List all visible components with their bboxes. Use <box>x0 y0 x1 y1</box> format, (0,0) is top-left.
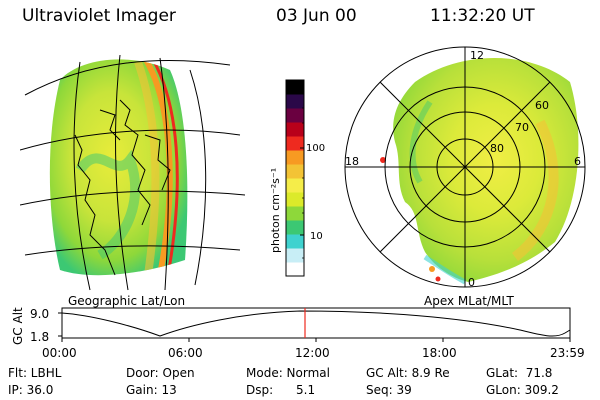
mlt-label-0: 0 <box>468 276 475 289</box>
timeline-xtick-0000: 00:00 <box>42 346 77 360</box>
time-label: 11:32:20 UT <box>430 6 535 26</box>
colorbar-tick-10: 10 <box>310 231 323 242</box>
colorbar-segment <box>286 234 304 249</box>
colorbar: 100 10 photon cm⁻²s⁻¹ <box>269 79 325 277</box>
info-ip: IP: 36.0 <box>8 383 54 397</box>
mlat-label-70: 70 <box>515 121 529 134</box>
colorbar-segment <box>286 94 304 109</box>
colorbar-segment <box>286 150 304 165</box>
mlt-label-12: 12 <box>470 49 484 62</box>
colorbar-segment <box>286 178 304 193</box>
geographic-image <box>20 54 246 291</box>
instrument-title: Ultraviolet Imager <box>22 6 176 26</box>
colorbar-segment <box>286 80 304 95</box>
geographic-caption: Geographic Lat/Lon <box>68 294 186 308</box>
colorbar-unit-label: photon cm⁻²s⁻¹ <box>269 168 282 253</box>
mlat-label-60: 60 <box>535 99 549 112</box>
colorbar-segment <box>286 164 304 179</box>
apex-caption: Apex MLat/MLT <box>424 294 514 308</box>
info-flt: Flt: LBHL <box>8 366 62 380</box>
colorbar-segment <box>286 248 304 263</box>
info-gain: Gain: 13 <box>126 383 177 397</box>
polar-image: 12 18 6 0 60 70 80 <box>344 46 586 289</box>
date-label: 03 Jun 00 <box>276 6 357 26</box>
info-glat: GLat: 71.8 <box>486 366 553 380</box>
colorbar-segment <box>286 108 304 123</box>
mlat-label-80: 80 <box>490 142 504 155</box>
info-glon: GLon: 309.2 <box>486 383 559 397</box>
mlt-label-6: 6 <box>574 155 581 168</box>
colorbar-segment <box>286 262 304 277</box>
info-mode: Mode: Normal <box>246 366 330 380</box>
colorbar-segment <box>286 206 304 221</box>
colorbar-tick-100: 100 <box>306 143 325 154</box>
colorbar-segment <box>286 136 304 151</box>
altitude-curve <box>61 310 571 337</box>
colorbar-segment <box>286 192 304 207</box>
timeline-plot: GC Alt 9.0 1.8 00:00 06:00 12:00 18:00 2… <box>11 307 585 360</box>
timeline-ytick-1-8: 1.8 <box>30 330 49 344</box>
polar-hotspot <box>435 276 441 282</box>
timeline-xtick-2359: 23:59 <box>550 346 585 360</box>
polar-aurora-blob <box>393 58 579 282</box>
mlt-label-18: 18 <box>345 155 359 168</box>
colorbar-segment <box>286 220 304 235</box>
timeline-xtick-1800: 18:00 <box>422 346 457 360</box>
colorbar-segment <box>286 122 304 137</box>
timeline-axis-title: GC Alt <box>11 307 25 345</box>
timeline-xtick-1200: 12:00 <box>295 346 330 360</box>
info-door: Door: Open <box>126 366 195 380</box>
info-dsp: Dsp: 5.1 <box>246 383 316 397</box>
info-seq: Seq: 39 <box>366 383 412 397</box>
timeline-ytick-9: 9.0 <box>30 307 49 321</box>
timeline-xtick-0600: 06:00 <box>168 346 203 360</box>
polar-hotspot <box>380 157 386 163</box>
polar-hotspot <box>429 266 435 272</box>
info-gc-alt: GC Alt: 8.9 Re <box>366 366 450 380</box>
